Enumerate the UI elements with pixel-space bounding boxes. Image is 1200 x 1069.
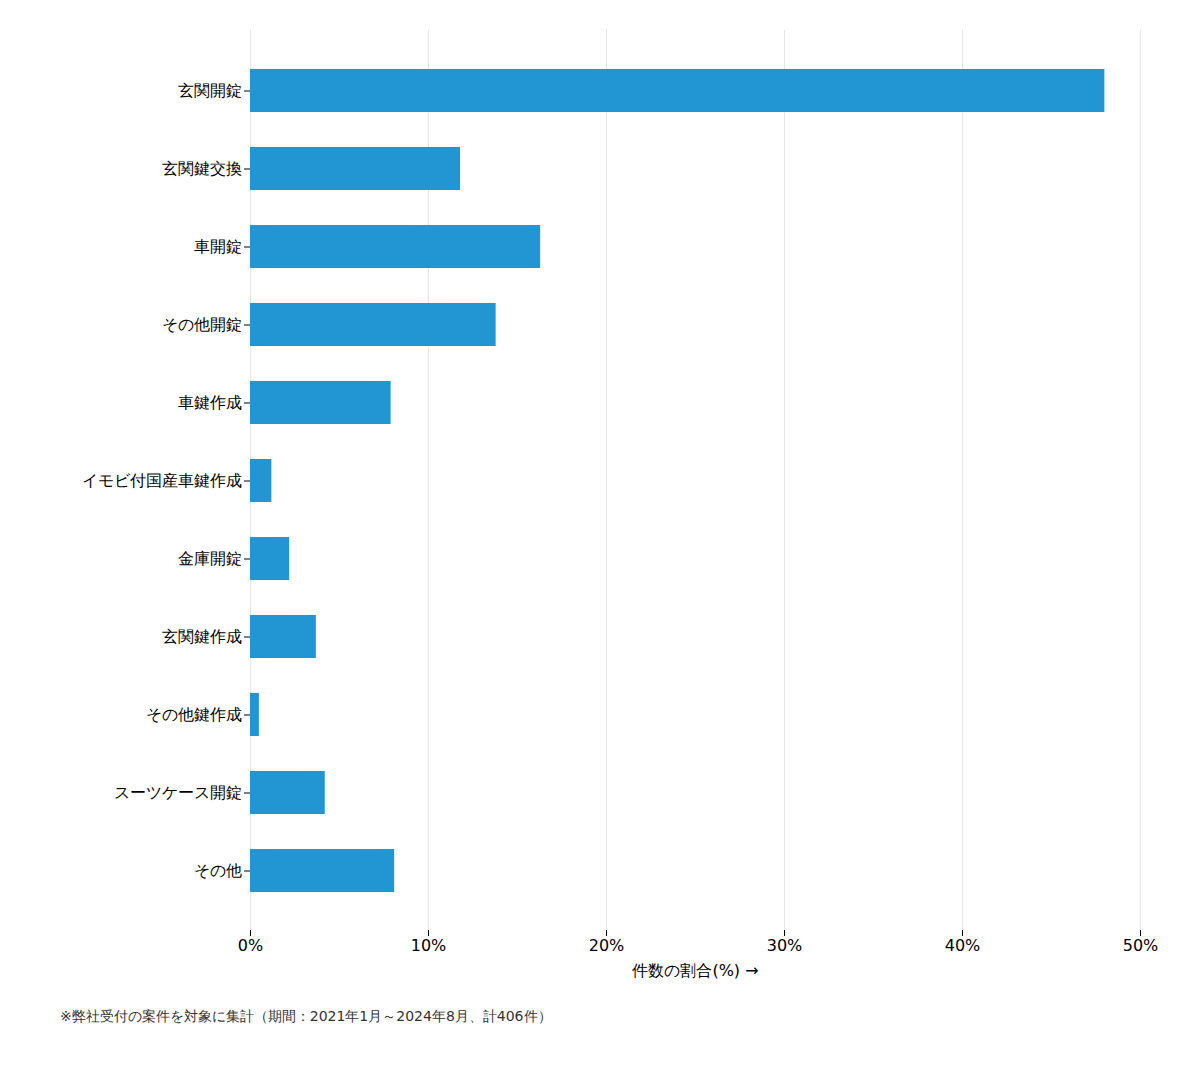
- svg-text:40%: 40%: [945, 936, 981, 955]
- svg-text:その他鍵作成: その他鍵作成: [146, 705, 242, 724]
- svg-text:0%: 0%: [238, 936, 263, 955]
- svg-text:50%: 50%: [1123, 936, 1159, 955]
- svg-text:車鍵作成: 車鍵作成: [178, 393, 242, 412]
- svg-text:その他開錠: その他開錠: [162, 315, 242, 334]
- svg-text:車開錠: 車開錠: [194, 237, 242, 256]
- svg-text:玄関鍵作成: 玄関鍵作成: [162, 627, 242, 646]
- svg-text:金庫開錠: 金庫開錠: [178, 549, 242, 568]
- svg-text:その他: その他: [194, 861, 242, 880]
- svg-text:30%: 30%: [767, 936, 803, 955]
- svg-text:イモビ付国産車鍵作成: イモビ付国産車鍵作成: [82, 471, 242, 490]
- svg-text:20%: 20%: [589, 936, 625, 955]
- svg-text:玄関開錠: 玄関開錠: [178, 81, 242, 100]
- svg-text:件数の割合(%) →: 件数の割合(%) →: [632, 961, 758, 980]
- svg-text:10%: 10%: [411, 936, 447, 955]
- svg-text:玄関鍵交換: 玄関鍵交換: [162, 159, 242, 178]
- html-text:※弊社受付の案件を対象に集計（期間：2021年1月～2024: ※弊社受付の案件を対象に集計（期間：2021年1月～2024年8月、計406件）: [60, 1008, 552, 1024]
- svg-text:スーツケース開錠: スーツケース開錠: [114, 783, 242, 802]
